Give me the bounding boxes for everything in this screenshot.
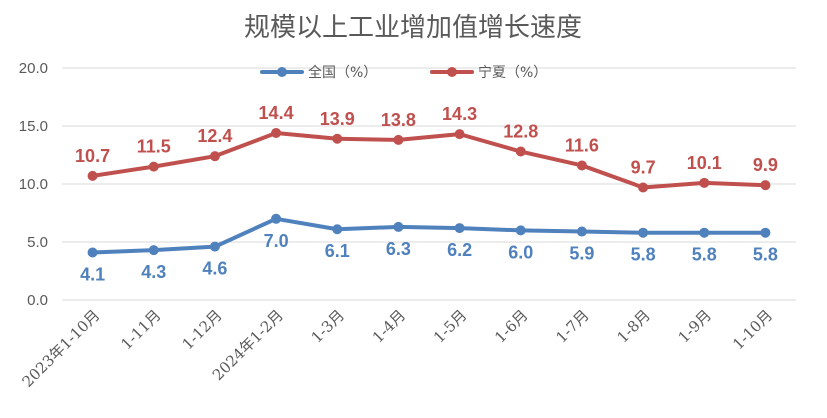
series-national: 4.1 4.3 4.6 7.0 6.1 6.3 6.2 6.0 5.9 5.8 5.8 5.8: [80, 213, 778, 284]
data-point: [148, 245, 159, 256]
data-label: 5.8: [692, 245, 717, 265]
series-line: [90, 130, 768, 190]
legend-swatch-marker: [277, 67, 287, 77]
legend-label: 宁夏（%）: [478, 64, 547, 81]
data-point: [209, 241, 220, 252]
data-label: 5.9: [569, 244, 594, 264]
x-tick-label: 2023年1-10月: [19, 306, 104, 391]
data-label: 4.1: [80, 264, 105, 284]
data-label: 11.6: [565, 135, 599, 155]
data-label: 13.8: [381, 110, 416, 130]
data-label: 4.6: [202, 259, 227, 279]
data-point: [271, 213, 282, 224]
x-tick-label: 1-4月: [369, 306, 409, 346]
x-tick-label: 1-6月: [491, 306, 531, 346]
data-label: 6.2: [447, 240, 472, 260]
data-point: [515, 225, 526, 236]
data-label: 4.3: [141, 262, 166, 282]
data-point: [87, 247, 98, 258]
data-label: 12.4: [197, 126, 232, 146]
y-axis: 0.0 5.0 10.0 15.0 20.0: [19, 60, 48, 309]
data-point: [332, 133, 343, 144]
y-tick-label: 5.0: [27, 234, 48, 251]
data-point: [393, 134, 404, 145]
x-tick-label: 1-10月: [729, 306, 776, 353]
data-label: 10.1: [687, 153, 722, 173]
y-tick-label: 0.0: [27, 292, 48, 309]
legend-swatch-marker: [447, 67, 457, 77]
chart-title: 规模以上工业增加值增长速度: [244, 13, 582, 43]
series-ningxia: 10.7 11.5 12.4 14.4 13.9 13.8 14.3 12.8 11.6 9.7 1…: [75, 103, 778, 193]
x-tick-label: 1-3月: [308, 306, 348, 346]
data-point: [699, 177, 710, 188]
data-label: 13.9: [320, 109, 355, 129]
data-label: 6.1: [325, 241, 350, 261]
data-label: 11.5: [137, 137, 171, 157]
data-label: 7.0: [264, 231, 289, 251]
legend-label: 全国（%）: [308, 64, 377, 81]
legend-item: 全国（%）: [260, 64, 377, 81]
data-point: [148, 161, 159, 172]
y-tick-label: 15.0: [19, 118, 48, 135]
y-tick-label: 20.0: [19, 60, 48, 77]
data-point: [699, 227, 710, 238]
data-label: 6.0: [508, 242, 533, 262]
data-label: 14.4: [259, 103, 294, 123]
data-point: [576, 160, 587, 171]
data-point: [760, 227, 771, 238]
data-label: 14.3: [442, 104, 477, 124]
data-point: [87, 170, 98, 181]
x-tick-label: 1-7月: [552, 306, 592, 346]
data-label: 10.7: [75, 146, 110, 166]
data-point: [760, 180, 771, 191]
legend-item: 宁夏（%）: [430, 64, 547, 81]
data-label: 9.9: [753, 155, 778, 175]
x-tick-label: 1-12月: [179, 306, 226, 353]
data-point: [515, 146, 526, 157]
data-point: [393, 221, 404, 232]
data-point: [454, 129, 465, 140]
x-tick-label: 1-5月: [430, 306, 470, 346]
series-line: [90, 216, 768, 255]
data-label: 5.8: [753, 245, 778, 265]
data-label: 5.8: [631, 245, 656, 265]
grid: [62, 67, 796, 301]
data-point: [209, 151, 220, 162]
data-point: [271, 127, 282, 138]
data-point: [576, 226, 587, 237]
data-point: [638, 227, 649, 238]
x-tick-label: 1-9月: [675, 306, 715, 346]
x-tick-label: 1-8月: [613, 306, 653, 346]
data-label: 12.8: [503, 122, 538, 142]
data-point: [638, 182, 649, 193]
y-tick-label: 10.0: [19, 176, 48, 193]
x-tick-label: 1-11月: [117, 306, 164, 353]
data-point: [332, 224, 343, 235]
data-point: [454, 223, 465, 234]
data-label: 9.7: [631, 157, 656, 177]
data-label: 6.3: [386, 239, 411, 259]
legend: 全国（%） 宁夏（%）: [260, 64, 547, 81]
series-layer: 4.1 4.3 4.6 7.0 6.1 6.3 6.2 6.0 5.9 5.8 5.8 5.8 10.7…: [75, 103, 778, 284]
